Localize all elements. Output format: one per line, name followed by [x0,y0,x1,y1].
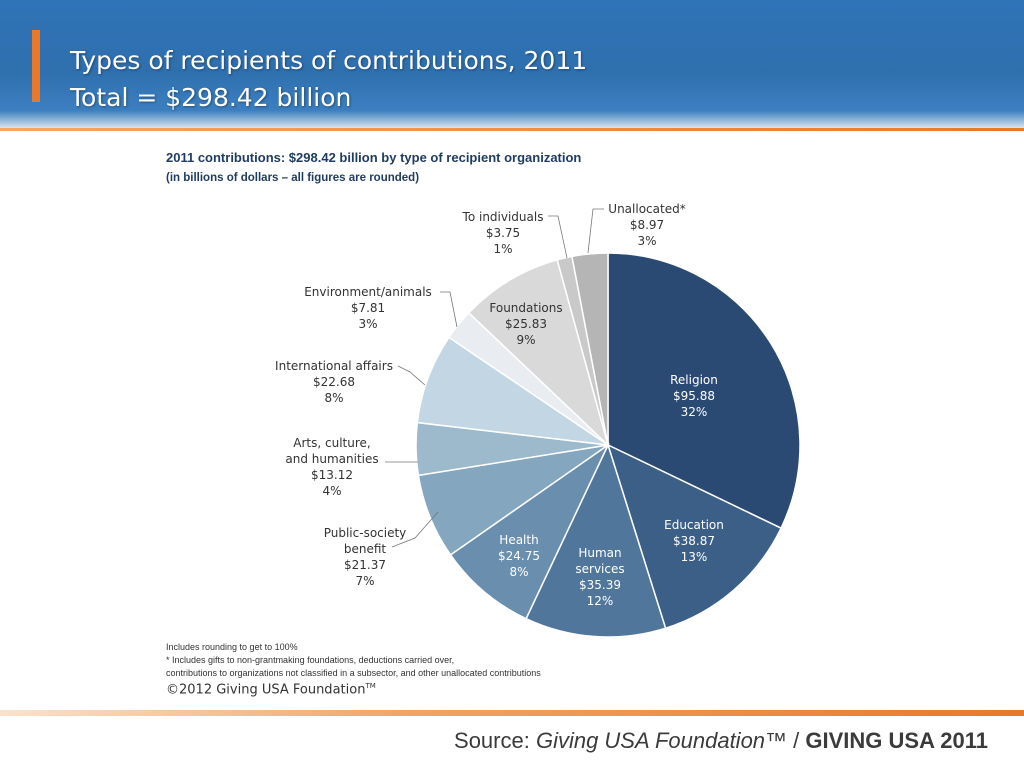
slide-title: Types of recipients of contributions, 20… [70,42,587,116]
slice-label-5: Arts, culture, and humanities $13.12 4% [285,436,378,498]
leader-line-4 [391,511,439,548]
pie-slice-0 [607,252,801,530]
footnote-unallocated-cont: contributions to organizations not class… [166,668,541,678]
footer-divider [0,710,1024,716]
copyright-text: ©2012 Giving USA Foundation [166,682,366,698]
pie-slice-10 [571,252,609,446]
pie-slice-3 [449,442,610,620]
slice-label-0: Religion $95.88 32% [670,373,718,419]
slice-label-9: To individuals $3.75 1% [462,210,544,256]
slice-label-4: Public-society benefit $21.37 7% [324,526,407,588]
slice-label-7: Environment/animals $7.81 3% [304,285,432,331]
slice-label-10: Unallocated* $8.97 3% [608,202,685,248]
slice-label-6: International affairs $22.68 8% [275,359,393,405]
leader-line-6 [397,365,426,386]
footnote-rounding: Includes rounding to get to 100% [166,642,298,652]
header-divider [0,128,1024,131]
slide-title-line1: Types of recipients of contributions, 20… [70,46,588,75]
source-prefix: Source: [454,728,536,753]
source-separator: / [787,728,806,753]
slide-header [0,0,1024,130]
footnotes: Includes rounding to get to 100% * Inclu… [166,641,541,680]
slice-label-8: Foundations $25.83 9% [489,301,562,347]
chart-heading: 2011 contributions: $298.42 billion by t… [166,148,581,188]
slice-label-1: Education $38.87 13% [664,518,724,564]
source-publication: GIVING USA 2011 [805,728,988,753]
leader-line-7 [440,291,458,328]
header-accent-bar [32,30,40,102]
pie-slice-2 [525,442,667,638]
source-credit: Source: Giving USA Foundation™ / GIVING … [454,728,988,754]
leader-line-10 [587,208,604,254]
chart-subtitle: (in billions of dollars – all figures ar… [166,172,420,184]
trademark-mark: TM [365,682,376,690]
source-publisher: Giving USA Foundation™ [535,728,788,753]
pie-slice-8 [467,258,610,448]
chart-title: 2011 contributions: $298.42 billion by t… [166,150,582,165]
copyright-notice: ©2012 Giving USA FoundationTM [166,682,376,697]
slice-label-3: Health $24.75 8% [498,533,540,579]
slide-title-line2: Total = $298.42 billion [70,83,352,112]
footnote-unallocated: * Includes gifts to non-grantmaking foun… [166,655,455,665]
leader-line-9 [548,215,568,259]
slice-label-2: Human services $35.39 12% [575,546,624,608]
